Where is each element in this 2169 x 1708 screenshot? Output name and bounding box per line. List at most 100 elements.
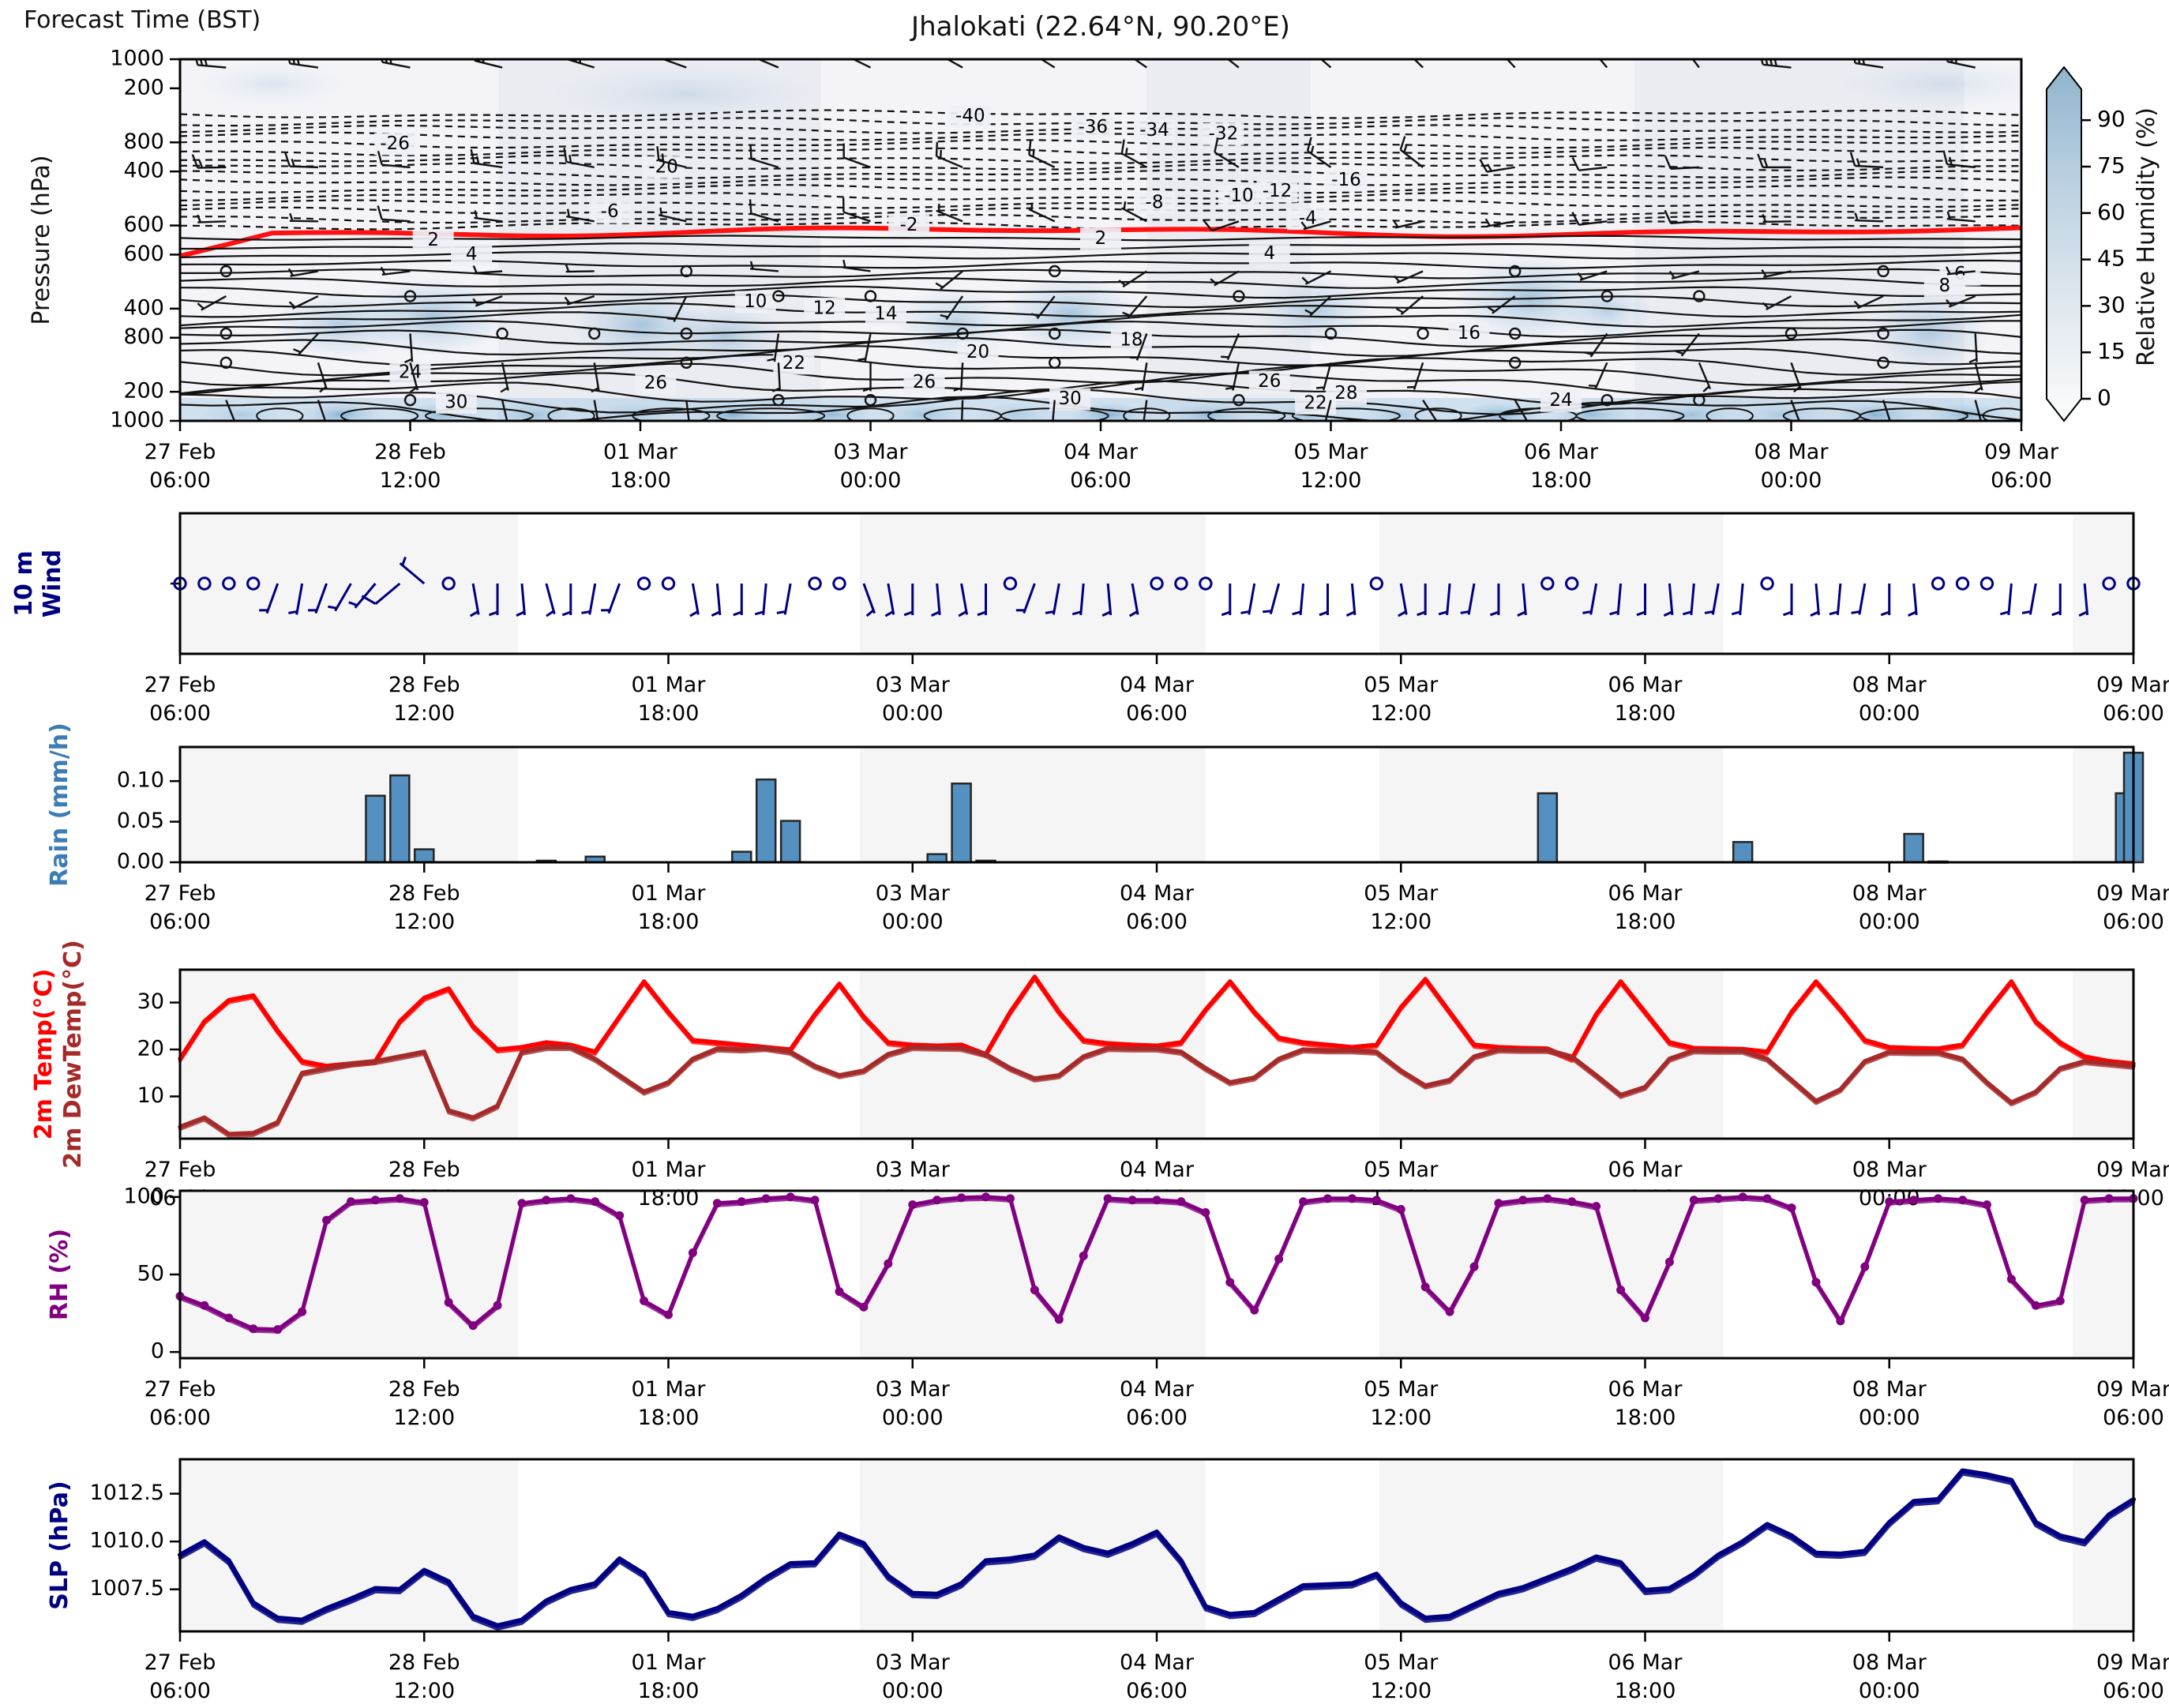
svg-text:12:00: 12:00 xyxy=(393,701,455,726)
svg-text:06:00: 06:00 xyxy=(149,701,211,726)
svg-text:1012.5: 1012.5 xyxy=(90,1481,164,1505)
svg-text:30: 30 xyxy=(137,989,164,1014)
svg-text:00:00: 00:00 xyxy=(882,1406,944,1430)
colorbar-label: Relative Humidity (%) xyxy=(2132,107,2160,366)
rain-bar xyxy=(414,848,435,864)
rain-bars xyxy=(365,751,2145,864)
svg-text:27 Feb: 27 Feb xyxy=(144,440,216,464)
svg-text:06:00: 06:00 xyxy=(149,1406,211,1430)
page-title: Jhalokati (22.64°N, 90.20°E) xyxy=(911,11,1290,43)
svg-text:50: 50 xyxy=(137,1262,164,1286)
svg-text:09 Mar: 09 Mar xyxy=(2096,673,2169,697)
svg-text:26: 26 xyxy=(913,372,936,392)
svg-text:03 Mar: 03 Mar xyxy=(876,1158,951,1182)
svg-text:01 Mar: 01 Mar xyxy=(632,881,707,906)
forecast-time-label: Forecast Time (BST) xyxy=(24,6,261,34)
svg-text:16: 16 xyxy=(1458,323,1480,343)
rh-markers xyxy=(175,1192,2138,1334)
svg-text:10: 10 xyxy=(137,1083,164,1108)
svg-text:0.05: 0.05 xyxy=(117,809,164,833)
svg-text:18:00: 18:00 xyxy=(638,1679,700,1703)
svg-text:05 Mar: 05 Mar xyxy=(1364,1377,1439,1402)
svg-text:06 Mar: 06 Mar xyxy=(1608,1650,1683,1675)
svg-text:2: 2 xyxy=(427,230,439,250)
svg-text:28 Feb: 28 Feb xyxy=(388,1158,460,1182)
svg-text:-26: -26 xyxy=(380,133,410,154)
panel-pressure-section: -40-36 -34 -32-26-20-16-12-10-8-6 -4-22 24 46… xyxy=(110,47,2059,494)
svg-text:-8: -8 xyxy=(1146,193,1164,213)
svg-text:27 Feb: 27 Feb xyxy=(144,673,216,697)
svg-text:06:00: 06:00 xyxy=(2103,1406,2164,1430)
svg-text:00:00: 00:00 xyxy=(1859,701,1920,726)
svg-text:90: 90 xyxy=(2097,106,2126,132)
svg-text:06:00: 06:00 xyxy=(149,468,211,493)
panel-wind10m: 27 Feb 06:00 28 Feb 12:00 01 Mar 18:00 03 Mar 0… xyxy=(144,512,2169,726)
svg-text:06:00: 06:00 xyxy=(2103,1679,2164,1703)
svg-text:12:00: 12:00 xyxy=(393,1679,455,1703)
svg-text:04 Mar: 04 Mar xyxy=(1120,1650,1195,1675)
svg-text:08 Mar: 08 Mar xyxy=(1754,440,1829,464)
svg-text:01 Mar: 01 Mar xyxy=(632,1377,707,1402)
svg-text:06:00: 06:00 xyxy=(149,910,211,934)
svg-text:08 Mar: 08 Mar xyxy=(1852,1377,1927,1402)
svg-text:75: 75 xyxy=(2097,152,2126,178)
svg-text:06:00: 06:00 xyxy=(1126,1679,1188,1703)
svg-text:24: 24 xyxy=(1549,390,1572,411)
svg-text:1010.0: 1010.0 xyxy=(90,1529,164,1553)
svg-text:18:00: 18:00 xyxy=(638,1406,700,1430)
svg-text:06:00: 06:00 xyxy=(149,1679,211,1703)
svg-text:28 Feb: 28 Feb xyxy=(388,1650,460,1675)
svg-text:27 Feb: 27 Feb xyxy=(144,881,216,906)
svg-text:10: 10 xyxy=(744,291,767,312)
svg-text:28 Feb: 28 Feb xyxy=(388,673,460,697)
svg-text:18:00: 18:00 xyxy=(610,468,671,493)
svg-text:18:00: 18:00 xyxy=(638,910,700,934)
svg-text:06:00: 06:00 xyxy=(1070,468,1131,493)
svg-text:200: 200 xyxy=(123,75,164,99)
svg-text:00:00: 00:00 xyxy=(1859,910,1920,934)
svg-text:26: 26 xyxy=(1258,371,1281,392)
svg-text:45: 45 xyxy=(2097,246,2126,272)
svg-text:06 Mar: 06 Mar xyxy=(1608,1377,1683,1402)
rain-bar xyxy=(731,850,752,864)
svg-text:06:00: 06:00 xyxy=(1126,910,1188,934)
svg-text:800: 800 xyxy=(123,130,164,154)
svg-text:04 Mar: 04 Mar xyxy=(1120,1158,1195,1182)
svg-text:2: 2 xyxy=(1095,228,1107,249)
svg-text:00:00: 00:00 xyxy=(1859,1679,1920,1703)
svg-text:00:00: 00:00 xyxy=(840,468,902,493)
svg-text:06 Mar: 06 Mar xyxy=(1608,881,1683,906)
svg-text:05 Mar: 05 Mar xyxy=(1364,1650,1439,1675)
svg-text:30: 30 xyxy=(445,392,467,412)
svg-text:1000: 1000 xyxy=(110,47,164,71)
svg-text:0: 0 xyxy=(2097,385,2111,411)
temp-line xyxy=(178,974,2136,1068)
svg-text:-34: -34 xyxy=(1139,120,1169,141)
svg-text:-12: -12 xyxy=(1263,181,1293,201)
svg-text:05 Mar: 05 Mar xyxy=(1364,673,1439,697)
rain-bar xyxy=(1732,841,1754,864)
slp-line xyxy=(178,1468,2136,1628)
wind-axis-label-line1: 10 m xyxy=(9,550,38,617)
svg-text:-36: -36 xyxy=(1078,117,1108,137)
svg-text:1007.5: 1007.5 xyxy=(90,1576,164,1601)
rain-bar xyxy=(1537,792,1559,864)
svg-text:-32: -32 xyxy=(1209,123,1239,144)
svg-text:06:00: 06:00 xyxy=(1126,1406,1188,1430)
svg-text:400: 400 xyxy=(123,295,164,320)
svg-text:12: 12 xyxy=(813,298,836,318)
svg-text:03 Mar: 03 Mar xyxy=(876,1377,951,1402)
svg-text:04 Mar: 04 Mar xyxy=(1120,673,1195,697)
svg-text:100: 100 xyxy=(123,1184,164,1208)
svg-text:12:00: 12:00 xyxy=(393,1406,455,1430)
upper-wind-barbs xyxy=(191,59,1983,421)
rain-bar xyxy=(926,853,948,864)
svg-text:200: 200 xyxy=(123,379,164,404)
svg-text:18: 18 xyxy=(1120,329,1143,350)
svg-text:03 Mar: 03 Mar xyxy=(876,881,951,906)
svg-text:04 Mar: 04 Mar xyxy=(1120,881,1195,906)
panel-rain: 27 Feb 06:00 28 Feb 12:00 01 Mar 18:00 03 Mar 0… xyxy=(117,745,2169,934)
svg-text:12:00: 12:00 xyxy=(1370,1406,1432,1430)
